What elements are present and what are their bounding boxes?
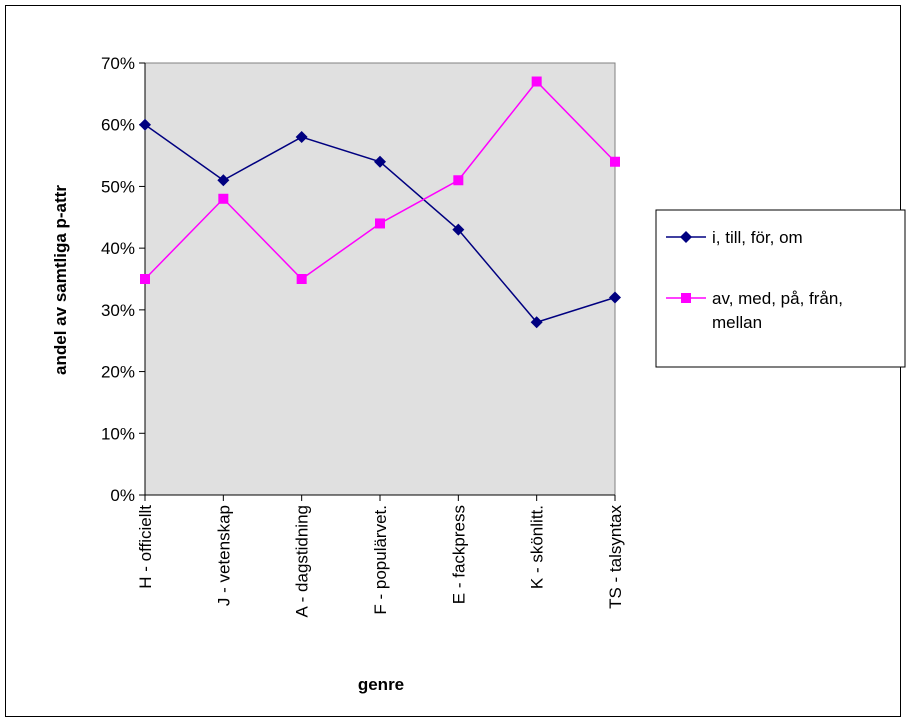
x-tick-label: E - fackpress	[449, 505, 468, 604]
x-tick-label: J - vetenskap	[214, 505, 233, 606]
y-tick-label: 10%	[101, 424, 135, 443]
x-tick-label: K - skönlitt.	[528, 505, 547, 589]
plot-area-group	[144, 62, 616, 496]
x-tick-label: F - populärvet.	[371, 505, 390, 615]
y-tick-label: 40%	[101, 239, 135, 258]
data-point-diamond	[217, 174, 230, 187]
y-tick-label: 70%	[101, 54, 135, 73]
data-point-diamond	[609, 291, 621, 304]
legend-box	[655, 209, 906, 368]
x-axis-title: genre	[358, 675, 404, 694]
axes-group: 0% 10% 20% 30% 40% 50% 60% 70% H - officiellt J -…	[101, 54, 625, 617]
data-point-square	[218, 193, 229, 204]
x-tick-label: TS - talsyntax	[606, 505, 625, 609]
x-tick-label: H - officiellt	[136, 505, 155, 589]
y-tick-label: 30%	[101, 301, 135, 320]
data-point-square	[375, 218, 385, 229]
y-tick-label: 60%	[101, 116, 135, 135]
x-tick-label: A - dagstidning	[293, 505, 312, 617]
data-point-diamond	[374, 155, 386, 168]
data-point-diamond	[452, 223, 465, 236]
y-tick-label: 20%	[101, 363, 135, 382]
legend-marker-series-1	[680, 231, 692, 243]
legend-marker-series-2	[681, 293, 691, 303]
data-point-diamond	[139, 118, 151, 131]
data-point-diamond	[530, 316, 543, 329]
data-point-square	[610, 156, 620, 167]
y-tick-label: 50%	[101, 177, 135, 196]
plot-area	[144, 62, 616, 496]
data-point-square	[296, 274, 307, 284]
legend-label-series-2: av, med, på, från, mellan	[712, 289, 848, 332]
y-axis-title: andel av samtliga p-attr	[51, 185, 70, 375]
y-tick-label: 0%	[110, 486, 135, 505]
legend: i, till, för, om av, med, på, från, mell…	[655, 209, 906, 368]
legend-label-series-1: i, till, för, om	[712, 228, 803, 247]
data-point-square	[531, 76, 542, 87]
data-point-diamond	[295, 131, 308, 144]
data-point-square	[140, 274, 150, 284]
data-point-square	[453, 175, 464, 186]
series-group	[139, 76, 621, 329]
